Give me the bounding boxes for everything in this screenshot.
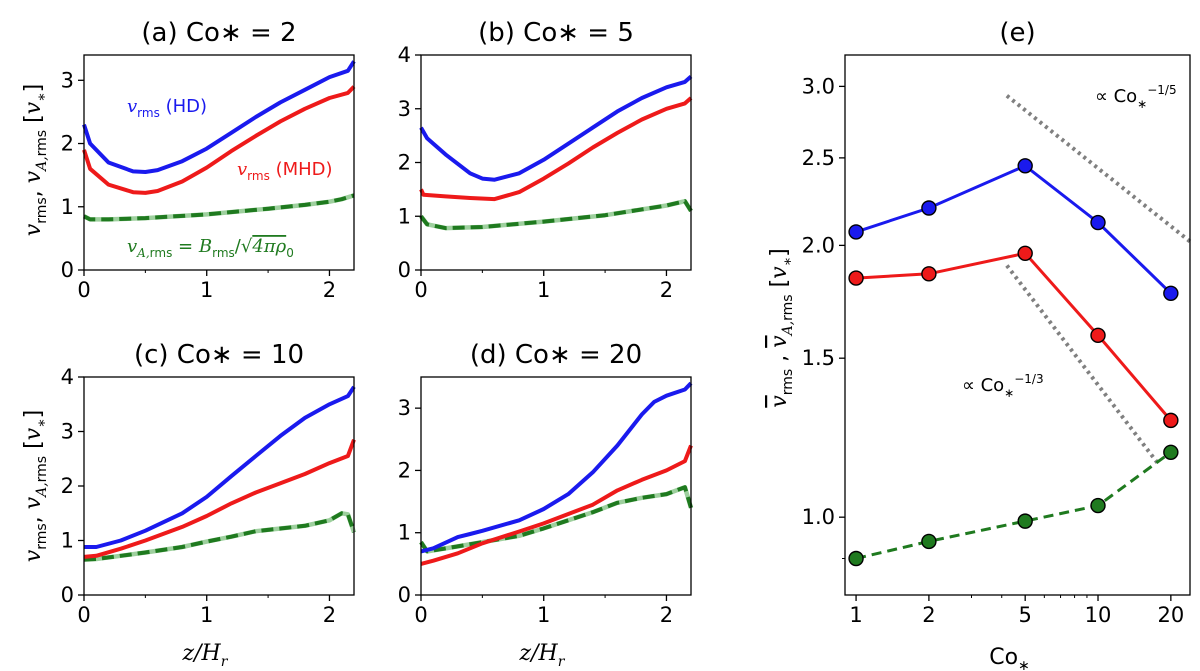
panel-a: (a) Co∗ = 2 0 1 2 3 0 1 2 vrms (HD) vrms (MHD) vA,… [61,18,356,302]
panel-d-hd-line [420,381,693,554]
ytick-label: 2 [61,132,74,156]
panel-c: (c) Co∗ = 10 0 1 2 3 4 0 1 2 [61,340,357,627]
panel-c-va-line [83,511,356,562]
panel-e-mhd-point [1090,327,1106,344]
xtick-label: 0 [77,278,90,302]
xtick-label: 0 [77,603,90,627]
ytick-label: 0 [61,258,74,282]
ytick-label: 0 [61,583,74,607]
ytick-label: 1.0 [802,505,835,529]
annotation-hd: vrms (HD) [127,96,207,120]
xtick-label: 1 [200,603,213,627]
panel-e-title: (e) [999,18,1035,48]
ytick-label: 3.0 [802,74,835,98]
ytick-label: 2 [61,474,74,498]
guide-upper-label: ∝ Co∗−1/5 [1095,83,1177,111]
ytick-label: 1 [61,195,74,219]
panel-b: (b) Co∗ = 5 0 1 2 3 4 0 1 2 [398,18,693,302]
ytick-label: 2.0 [802,233,835,257]
panel-e-hd-point [1090,214,1106,231]
panel-e-va-point [1017,513,1033,529]
panel-e-mhd-point [921,266,937,282]
xtick-label: 2 [660,278,673,302]
panel-c-title: (c) Co∗ = 10 [134,340,304,370]
guide-lower-label: ∝ Co∗−1/3 [962,372,1044,400]
ytick-label: 1 [398,521,411,545]
xtick-label: 1 [537,278,550,302]
ytick-label: 2 [398,151,411,175]
panel-e: (e) ∝ Co∗−1/5 ∝ Co∗−1/3 1.0 1.5 2.0 2.5 3.0 1 2 5 1… [767,18,1192,671]
ytick-label: 0 [398,258,411,282]
panel-a-title: (a) Co∗ = 2 [141,18,296,48]
ytick-label: 2 [398,458,411,482]
xtick-label: 5 [1018,603,1031,627]
ytick-label: 0 [398,583,411,607]
panel-d-va-line [419,485,693,554]
ytick-label: 1 [61,529,74,553]
panel-e-frame [844,54,1191,596]
xtick-label: 1 [200,278,213,302]
panel-e-mhd-point [1017,245,1033,262]
xlabel-panel-d: z/Hr [519,641,566,670]
panel-b-title: (b) Co∗ = 5 [478,18,634,48]
panel-e-hd-point [921,200,937,216]
panel-c-hd-line [84,385,356,549]
ytick-label: 3 [61,420,74,444]
xtick-label: 0 [414,278,427,302]
ytick-label: 3 [61,68,74,92]
ytick-label: 1.5 [802,346,835,370]
panel-b-va-halo [419,198,693,231]
panel-a-va-halo [82,193,355,222]
panel-e-va-line [855,451,1172,560]
panel-b-hd-line [419,75,693,182]
panel-e-ylabel: vrms , vA,rms [v∗] [767,248,796,407]
panel-b-va-line [419,199,693,231]
panel-c-va-halo [83,511,357,562]
ylabel-top-row: vrms, vA,rms [v∗] [21,84,50,236]
panel-a-frame [83,54,355,271]
xtick-label: 2 [323,603,336,627]
guide-lower-line [1005,264,1162,468]
panel-e-va-point [921,533,937,550]
ytick-label: 4 [61,365,74,389]
xtick-label: 0 [414,603,427,627]
panel-e-hd-point [1163,285,1179,301]
panel-d-title: (d) Co∗ = 20 [470,340,642,370]
panel-e-mhd-point [1163,412,1179,429]
xtick-label: 1 [849,603,862,627]
panel-a-mhd-line [82,85,356,195]
panel-e-hd-point [1017,158,1033,174]
ytick-label: 1 [398,204,411,228]
panel-e-va-point [1090,497,1106,514]
panel-d-mhd-line [420,444,693,566]
panel-d: (d) Co∗ = 20 0 1 2 3 0 1 2 [398,340,694,627]
panel-c-mhd-line [83,438,356,559]
xtick-label: 2 [922,603,935,627]
xtick-label: 1 [537,603,550,627]
panel-e-va-point [1163,444,1179,460]
ytick-label: 2.5 [802,146,835,170]
ytick-label: 3 [398,97,411,121]
ytick-label: 3 [398,396,411,420]
ytick-label: 4 [398,43,411,67]
xtick-label: 20 [1157,603,1184,627]
panel-b-mhd-line [419,96,693,202]
panel-e-hd-point [848,224,864,240]
xlabel-panel-c: z/Hr [182,641,229,670]
annotation-va: vA,rms = Brms/√4πρ0 [127,236,294,260]
panel-a-va-line [83,193,355,222]
panel-e-xlabel: Co∗ [989,645,1030,671]
panel-e-mhd-point [848,270,864,286]
annotation-mhd: vrms (MHD) [237,159,333,183]
panel-b-frame [420,54,692,271]
panel-d-frame [420,376,692,596]
panel-a-hd-line [82,60,356,174]
panel-e-va-point [848,550,864,567]
xtick-label: 2 [323,278,336,302]
ylabel-bottom-row: vrms, vA,rms [v∗] [21,410,50,562]
xtick-label: 2 [660,603,673,627]
xtick-label: 10 [1085,603,1112,627]
